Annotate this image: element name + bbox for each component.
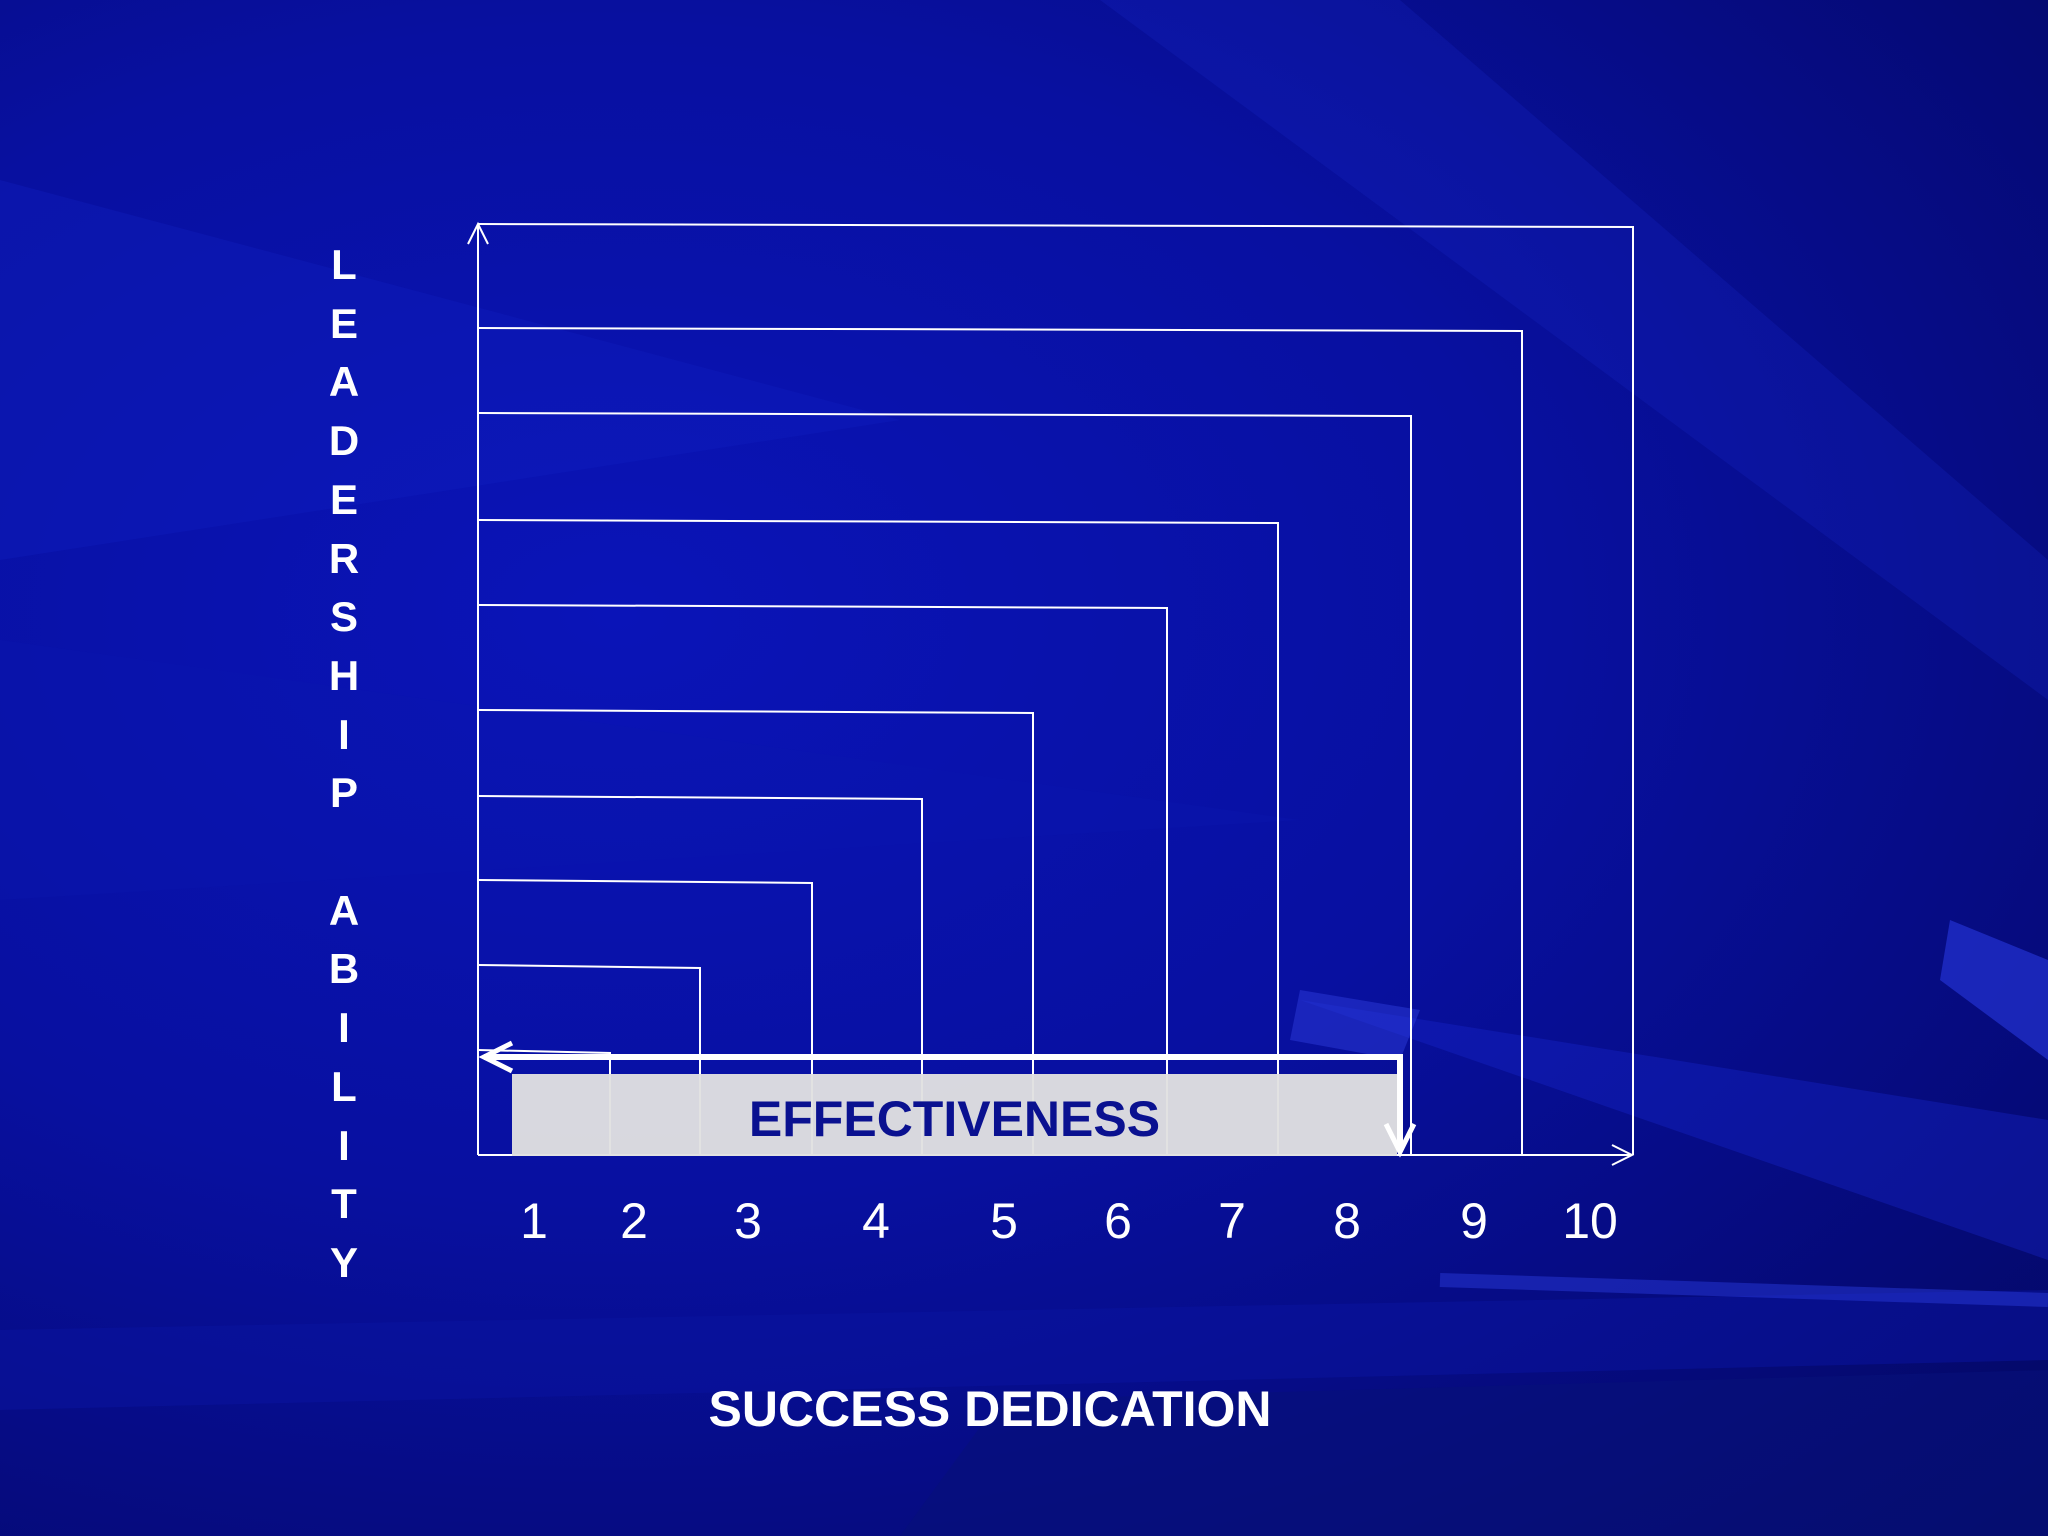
y-axis-label-letter: R (328, 534, 360, 582)
y-axis-label-letter: H (328, 651, 360, 699)
y-axis-label-letter: E (329, 475, 358, 523)
x-tick-label: 9 (1460, 1193, 1488, 1249)
effectiveness-arrow-path (484, 1054, 1403, 1150)
x-tick-label: 2 (620, 1193, 648, 1249)
y-axis-label-letter: L (331, 1062, 357, 1110)
y-axis-label-letter: T (331, 1180, 357, 1228)
x-tick-label: 3 (734, 1193, 762, 1249)
level-outline-8 (477, 412, 1412, 1155)
y-axis-label-letter: I (338, 1121, 350, 1169)
effectiveness-arrowhead-left (478, 1040, 514, 1074)
level-outline-6 (477, 604, 1168, 1155)
nested-levels (477, 223, 1634, 1155)
y-axis-arrowhead (467, 221, 489, 245)
y-axis-label-letter: E (329, 299, 358, 347)
x-tick-label: 10 (1562, 1193, 1618, 1249)
x-tick-label: 4 (862, 1193, 890, 1249)
level-outline-4 (477, 795, 923, 1155)
y-axis-label-letter: A (328, 886, 360, 934)
x-axis-label: SUCCESS DEDICATION (708, 1381, 1272, 1437)
effectiveness-arrowhead-down (1383, 1122, 1417, 1158)
level-outline-9 (477, 327, 1523, 1155)
level-outline-3 (477, 879, 813, 1155)
y-axis-label-letter: Y (329, 1238, 358, 1286)
y-axis-label-letter: L (331, 241, 357, 288)
level-outline-5 (477, 709, 1034, 1155)
level-outline-10 (477, 223, 1634, 1155)
effectiveness-box (512, 1074, 1397, 1156)
y-axis-label-letter: I (338, 1004, 350, 1052)
x-tick-label: 1 (520, 1193, 548, 1249)
x-axis-arrowhead (1611, 1144, 1635, 1166)
effectiveness-label: EFFECTIVENESS (748, 1091, 1161, 1147)
level-outline-7 (477, 519, 1279, 1155)
y-axis-label-letter: S (329, 593, 358, 641)
y-axis-label-letter: I (338, 710, 350, 758)
y-axis-label-letter: P (329, 769, 358, 817)
x-tick-label: 8 (1333, 1193, 1361, 1249)
x-tick-label: 6 (1104, 1193, 1132, 1249)
x-tick-label: 5 (990, 1193, 1018, 1249)
y-axis-label-letter: B (328, 945, 360, 993)
y-axis-label-letter: D (328, 417, 360, 465)
y-axis-label-letter: A (328, 358, 360, 406)
x-tick-label: 7 (1218, 1193, 1246, 1249)
